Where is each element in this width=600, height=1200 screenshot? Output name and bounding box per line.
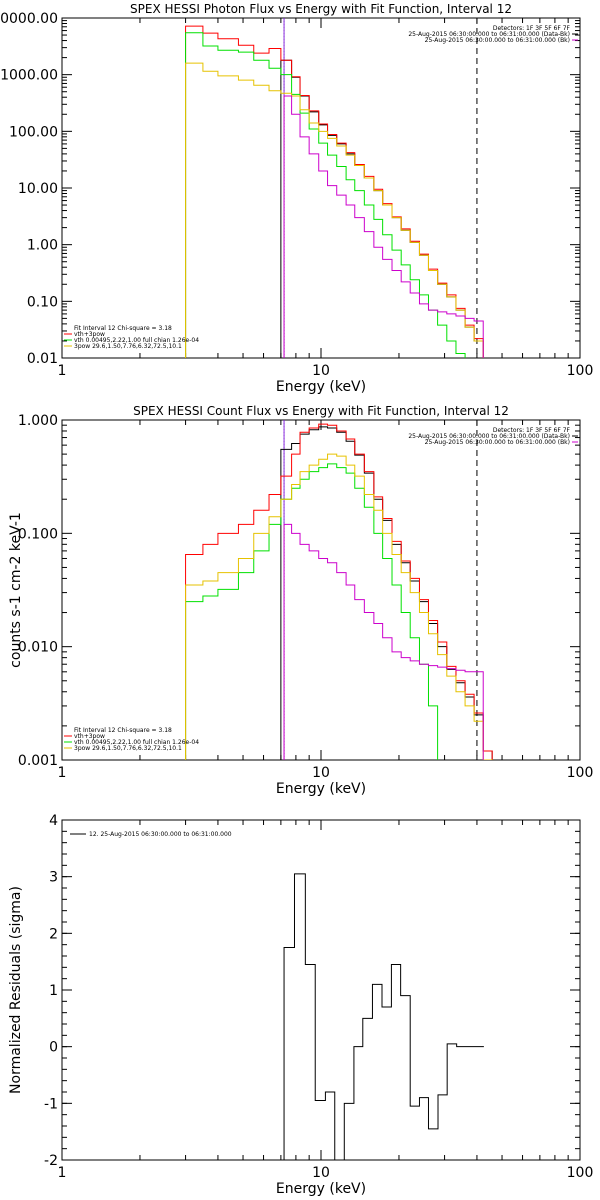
header-text-line: Detectors: 1F 3F 5F 6F 7F bbox=[493, 25, 571, 32]
series-line-0 bbox=[280, 59, 492, 358]
plot-frame bbox=[61, 419, 581, 761]
y-tick-label: 1 bbox=[49, 983, 58, 999]
legend-text: vth+3pow bbox=[74, 733, 105, 740]
legend-text: Fit Interval 12 Chi-square = 3.18 bbox=[74, 325, 172, 332]
plot-frame bbox=[61, 819, 581, 1161]
y-tick-label: 1.000 bbox=[18, 413, 58, 429]
chart-title: SPEX HESSI Count Flux vs Energy with Fit… bbox=[133, 404, 509, 418]
y-tick-label: 0000.00 bbox=[0, 11, 58, 27]
y-tick-label: 4 bbox=[49, 813, 58, 829]
x-tick-label: 1 bbox=[58, 1165, 67, 1181]
chart-title: SPEX HESSI Photon Flux vs Energy with Fi… bbox=[130, 2, 512, 16]
chart-panel-3: Energy (keV) Normalized Residuals (sigma)… bbox=[8, 813, 593, 1197]
series-line-2 bbox=[185, 463, 439, 760]
y-tick-label: 0.001 bbox=[18, 753, 58, 769]
series-line-4 bbox=[283, 95, 492, 358]
x-axis-label: Energy (keV) bbox=[276, 379, 366, 395]
y-tick-label: 0.01 bbox=[27, 351, 58, 367]
legend-text: vth 0.00495,2.22,1.00 full chian 1.26e-0… bbox=[74, 739, 199, 746]
y-tick-label: 10.00 bbox=[18, 181, 58, 197]
legend-text: Fit Interval 12 Chi-square = 3.18 bbox=[74, 727, 172, 734]
chart-panel-1: SPEX HESSI Photon Flux vs Energy with Fi… bbox=[0, 2, 593, 395]
legend-text: 3pow 29.6,1.50,7.76,6.32,72.5,10.1 bbox=[74, 343, 182, 350]
series-line-0 bbox=[280, 426, 493, 760]
x-axis-label: Energy (keV) bbox=[276, 781, 366, 797]
x-tick-label: 10 bbox=[312, 363, 330, 379]
y-tick-label: -1 bbox=[44, 1096, 58, 1112]
x-tick-label: 100 bbox=[567, 1165, 594, 1181]
series-line-3 bbox=[185, 62, 492, 358]
y-tick-label: 2 bbox=[49, 926, 58, 942]
legend-text: 3pow 29.6,1.50,7.76,6.32,72.5,10.1 bbox=[74, 745, 182, 752]
data-layer bbox=[185, 18, 492, 358]
x-tick-label: 10 bbox=[312, 1165, 330, 1181]
y-tick-label: 100.00 bbox=[9, 124, 58, 140]
y-tick-label: 1000.00 bbox=[0, 68, 58, 84]
x-tick-label: 100 bbox=[567, 765, 594, 781]
header-text-line: 25-Aug-2015 06:30:00.000 to 06:31:00.000… bbox=[408, 31, 570, 38]
x-tick-label: 100 bbox=[567, 363, 594, 379]
y-tick-label: 0 bbox=[49, 1040, 58, 1056]
legend-text: 12. 25-Aug-2015 06:30:00.000 to 06:31:00… bbox=[89, 831, 232, 838]
y-tick-label: 1.00 bbox=[27, 238, 58, 254]
header-text-line: Detectors: 1F 3F 5F 6F 7F bbox=[493, 427, 571, 434]
legend-text: vth 0.00495,2.22,1.00 full chian 1.26e-0… bbox=[74, 337, 199, 344]
y-tick-label: 0.100 bbox=[18, 526, 58, 542]
header-text-line: 25-Aug-2015 06:30:00.000 to 06:31:00.000… bbox=[425, 439, 570, 446]
header-text-line: 25-Aug-2015 06:30:00.000 to 06:31:00.000… bbox=[425, 37, 570, 44]
series-line-4 bbox=[283, 523, 484, 760]
series-line-1 bbox=[185, 423, 493, 760]
plot-frame bbox=[61, 17, 581, 359]
legend-text: vth+3pow bbox=[74, 331, 105, 338]
series-line-0 bbox=[283, 873, 484, 1160]
y-tick-label: 3 bbox=[49, 870, 58, 886]
chart-panel-2: SPEX HESSI Count Flux vs Energy with Fit… bbox=[8, 404, 593, 797]
y-tick-label: 0.010 bbox=[18, 640, 58, 656]
x-tick-label: 10 bbox=[312, 765, 330, 781]
y-axis-label: Normalized Residuals (sigma) bbox=[8, 886, 24, 1094]
x-axis-label: Energy (keV) bbox=[276, 1181, 366, 1197]
series-line-3 bbox=[185, 453, 493, 760]
header-text-line: 25-Aug-2015 06:30:00.000 to 06:31:00.000… bbox=[408, 433, 570, 440]
y-tick-label: 0.10 bbox=[27, 294, 58, 310]
x-tick-label: 1 bbox=[58, 363, 67, 379]
data-layer bbox=[185, 420, 493, 760]
y-tick-label: -2 bbox=[44, 1153, 58, 1169]
y-axis-label: counts s-1 cm-2 keV-1 bbox=[8, 512, 24, 668]
data-layer bbox=[283, 873, 484, 1160]
x-tick-label: 1 bbox=[58, 765, 67, 781]
